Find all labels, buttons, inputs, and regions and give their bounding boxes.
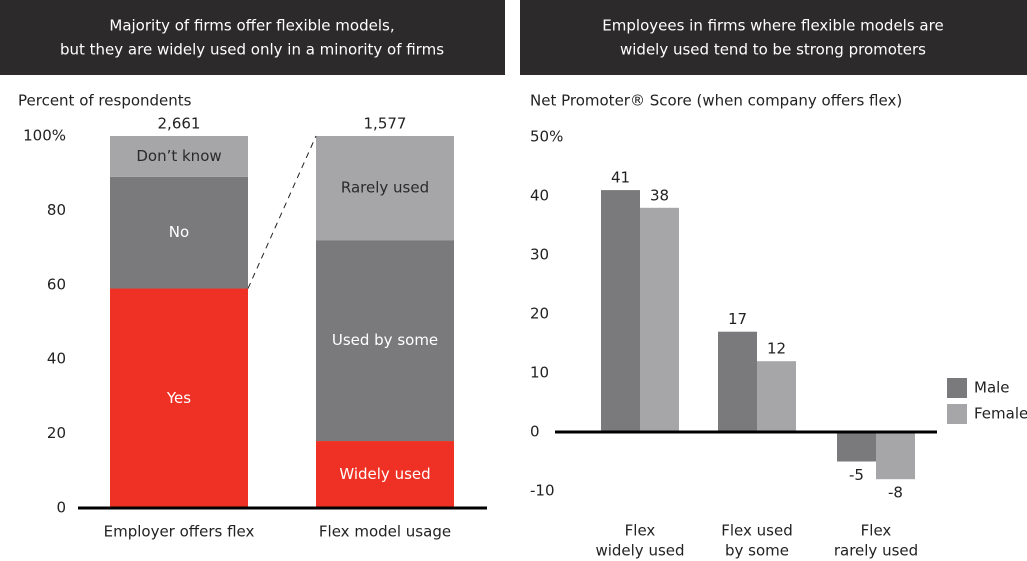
y-tick-label: 20 [530, 305, 549, 323]
bar-segment [316, 240, 454, 442]
segment-label: Rarely used [341, 179, 429, 197]
connector [247, 135, 317, 289]
y-tick-label: 0 [56, 499, 66, 517]
bar [837, 432, 876, 462]
y-tick-label: 20 [47, 424, 66, 442]
x-tick-label: widely used [595, 542, 684, 560]
bar-segment [110, 288, 248, 508]
segment-label: Used by some [332, 331, 438, 349]
value-label: -5 [849, 466, 864, 484]
value-label: 17 [728, 310, 747, 328]
header-bar [520, 0, 1027, 75]
x-tick-label: Employer offers flex [104, 523, 255, 541]
value-label: 38 [650, 186, 669, 204]
x-tick-label: by some [725, 542, 789, 560]
segment-label: Don’t know [136, 147, 221, 165]
legend-swatch [947, 404, 967, 424]
bar-total: 2,661 [158, 115, 201, 133]
x-tick-label: Flex [861, 522, 892, 540]
bar-segment [316, 136, 454, 241]
x-tick-label: Flex [625, 522, 656, 540]
y-axis-label: Net Promoter® Score (when company offers… [530, 92, 902, 110]
y-tick-label: 10 [530, 364, 549, 382]
segment-label: Yes [166, 389, 191, 407]
bar-segment [110, 176, 248, 289]
y-tick-label: 50% [530, 128, 563, 146]
bar-segment [110, 136, 248, 177]
y-tick-label: 60 [47, 275, 66, 293]
header-bar [0, 0, 505, 75]
panel-title: but they are widely used only in a minor… [60, 41, 444, 59]
panel-title: Majority of firms offer flexible models, [109, 17, 394, 35]
panel-title: Employees in firms where flexible models… [602, 17, 943, 35]
x-tick-label: Flex used [721, 522, 792, 540]
bar [601, 190, 640, 432]
bar-segment [316, 441, 454, 508]
y-tick-label: 100% [23, 127, 66, 145]
x-tick-label: Flex model usage [319, 523, 451, 541]
bar [757, 361, 796, 432]
value-label: 41 [611, 169, 630, 187]
y-tick-label: 80 [47, 201, 66, 219]
panel-title: widely used tend to be strong promoters [620, 41, 926, 59]
bar [640, 207, 679, 432]
y-tick-label: 30 [530, 246, 549, 264]
y-axis-label: Percent of respondents [18, 92, 192, 110]
segment-label: Widely used [339, 465, 430, 483]
y-tick-label: 0 [530, 423, 540, 441]
value-label: 12 [767, 340, 786, 358]
bar [718, 331, 757, 432]
legend-label: Male [974, 379, 1010, 397]
legend-swatch [947, 378, 967, 398]
segment-label: No [169, 223, 189, 241]
bar-total: 1,577 [364, 115, 407, 133]
y-tick-label: -10 [530, 482, 555, 500]
y-tick-label: 40 [530, 187, 549, 205]
x-tick-label: rarely used [834, 542, 918, 560]
y-tick-label: 40 [47, 350, 66, 368]
legend-label: Female [974, 405, 1027, 423]
bar [876, 432, 915, 480]
value-label: -8 [888, 484, 903, 502]
